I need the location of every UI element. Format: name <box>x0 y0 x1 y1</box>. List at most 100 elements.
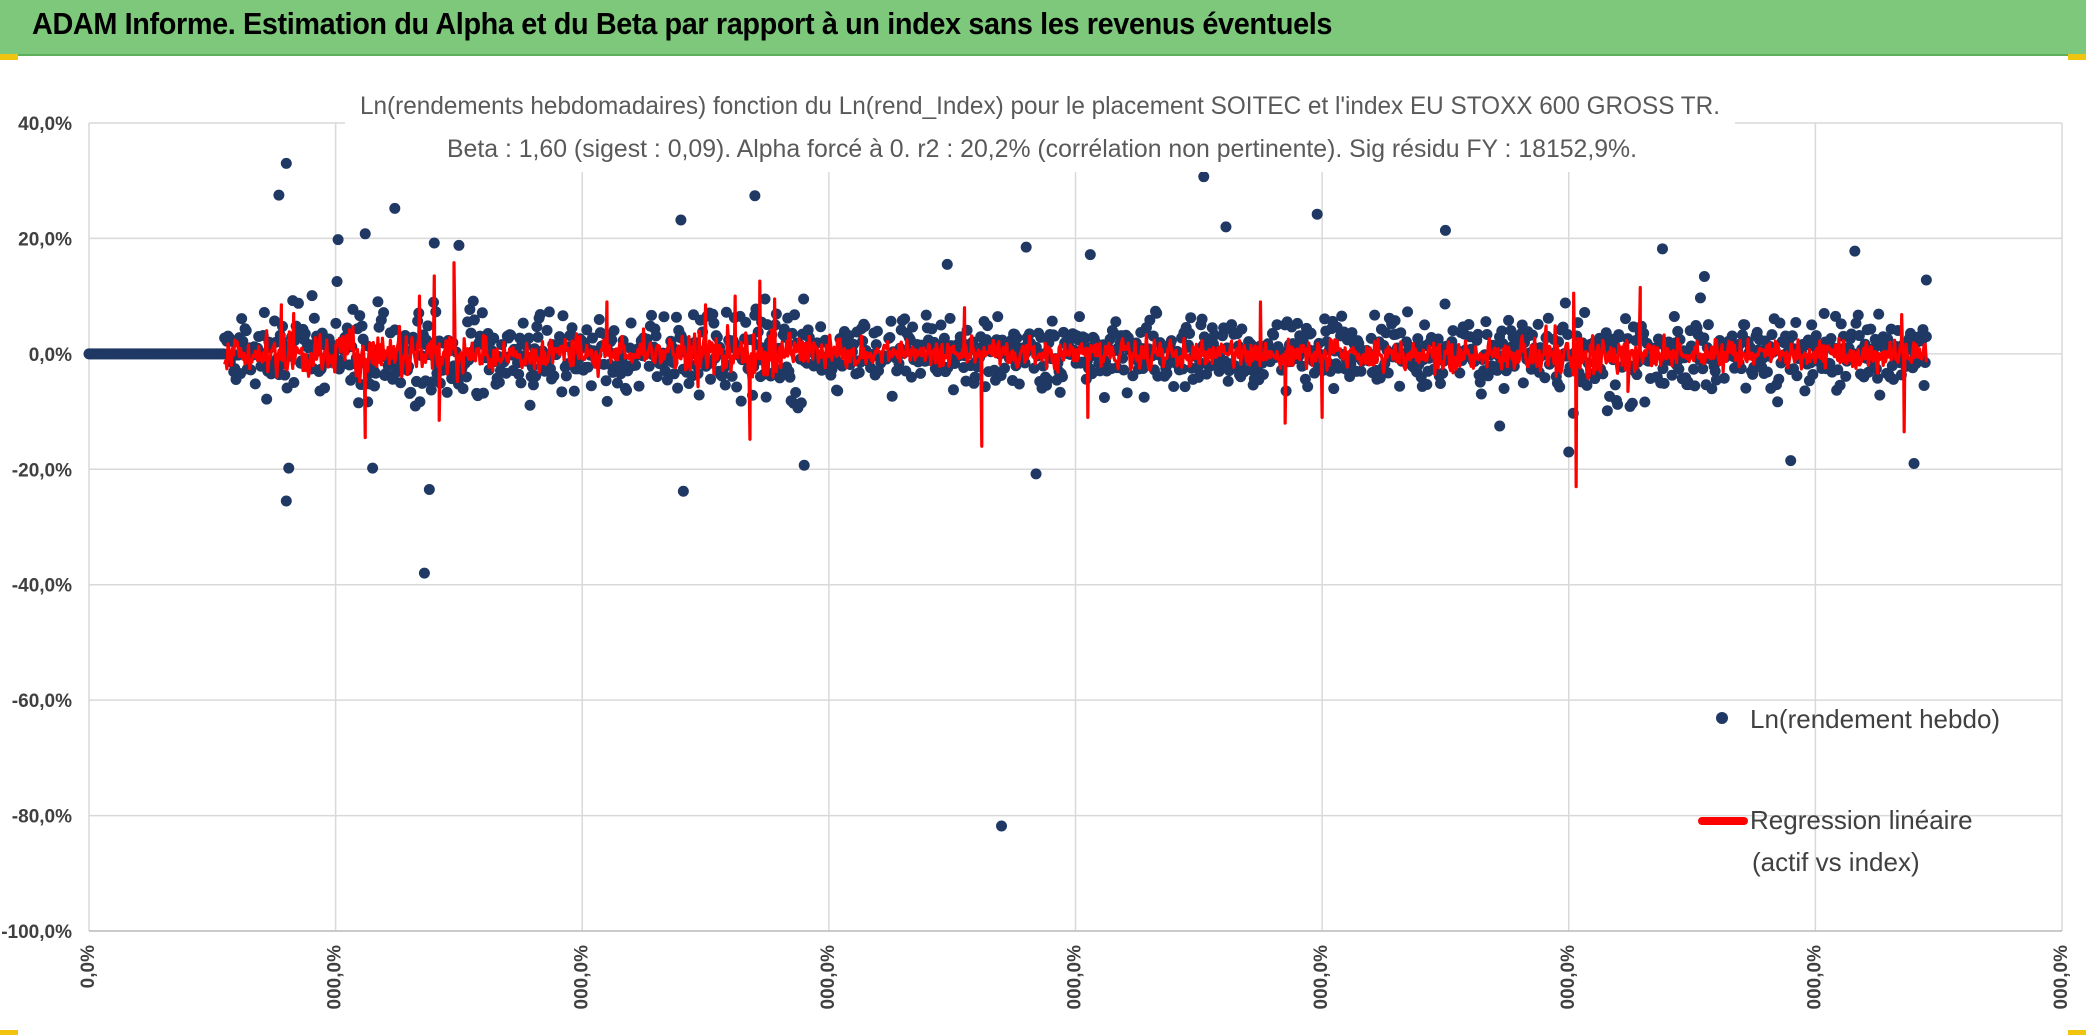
data-point <box>1818 307 1830 319</box>
x-tick-label: 000,0% <box>1804 945 1825 1010</box>
data-point <box>789 309 801 321</box>
data-point <box>1394 380 1406 392</box>
data-point <box>515 377 527 389</box>
data-point <box>273 189 285 201</box>
data-point <box>464 303 476 315</box>
data-point <box>941 258 953 270</box>
data-point <box>870 339 882 351</box>
x-axis-ticks: 0,0% 000,0% 000,0% 000,0% 000,0% 000,0% 000,0%… <box>78 945 2072 1010</box>
data-point <box>1369 309 1381 321</box>
data-point <box>947 384 959 396</box>
data-point <box>1198 171 1210 183</box>
regression-line <box>223 261 1928 489</box>
data-point <box>1011 332 1023 344</box>
data-point <box>1463 318 1475 330</box>
data-point <box>240 325 252 337</box>
data-point <box>548 370 560 382</box>
data-point <box>1832 364 1844 376</box>
data-point <box>1790 317 1802 329</box>
data-point <box>556 386 568 398</box>
data-point <box>236 313 248 325</box>
data-point <box>1179 381 1191 393</box>
corner-marker-top-left <box>0 54 18 60</box>
data-point <box>1918 380 1930 392</box>
data-point <box>999 362 1011 374</box>
data-point <box>1849 245 1861 257</box>
data-point <box>1048 330 1060 342</box>
data-point <box>915 367 927 379</box>
data-point <box>1834 379 1846 391</box>
data-point <box>1620 313 1632 325</box>
data-point <box>1305 327 1317 339</box>
data-point <box>465 327 477 339</box>
data-point <box>886 390 898 402</box>
data-point <box>658 311 670 323</box>
data-point <box>705 373 717 385</box>
data-point <box>601 395 613 407</box>
data-point <box>1626 397 1638 409</box>
chart-title: Ln(rendements hebdomadaires) fonction du… <box>345 84 1735 172</box>
data-point <box>992 311 1004 323</box>
data-point <box>1496 325 1508 337</box>
data-point <box>1786 330 1798 342</box>
data-point <box>675 214 687 226</box>
x-tick-label: 0,0% <box>78 945 99 988</box>
data-point <box>372 296 384 308</box>
data-point <box>621 384 633 396</box>
data-point <box>428 237 440 249</box>
data-point <box>1697 363 1709 375</box>
data-point <box>1346 327 1358 339</box>
data-point <box>1419 319 1431 331</box>
data-point <box>907 321 919 333</box>
data-point <box>1226 319 1238 331</box>
data-point <box>659 365 671 377</box>
regression-series <box>223 261 1928 489</box>
data-point <box>1439 224 1451 236</box>
data-point <box>1472 328 1484 340</box>
data-point <box>1028 362 1040 374</box>
legend-label-regression-line1: Regression linéaire <box>1750 805 1973 835</box>
data-point <box>1184 327 1196 339</box>
data-point <box>982 320 994 332</box>
data-point <box>1355 365 1367 377</box>
corner-marker-bottom-right <box>2068 1030 2086 1035</box>
data-point <box>523 332 535 344</box>
data-point <box>283 462 295 474</box>
data-point <box>557 310 569 322</box>
data-point <box>568 385 580 397</box>
data-point <box>1421 379 1433 391</box>
data-point <box>1774 317 1786 329</box>
data-point <box>1291 317 1303 329</box>
data-point <box>1328 383 1340 395</box>
data-point <box>1806 319 1818 331</box>
data-point <box>719 379 731 391</box>
y-tick-label: -100,0% <box>1 922 72 943</box>
data-point <box>1709 365 1721 377</box>
data-point <box>1110 316 1122 328</box>
data-point <box>798 293 810 305</box>
data-point <box>1726 330 1738 342</box>
data-point <box>1689 380 1701 392</box>
data-point <box>1835 318 1847 330</box>
data-point <box>370 367 382 379</box>
data-point <box>1517 377 1529 389</box>
data-point <box>905 371 917 383</box>
data-point <box>1873 308 1885 320</box>
data-point <box>670 311 682 323</box>
data-point <box>543 306 555 318</box>
data-point <box>672 382 684 394</box>
data-point <box>405 386 417 398</box>
data-point <box>708 317 720 329</box>
data-point <box>1271 319 1283 331</box>
y-axis-ticks: 40,0% 20,0% 0,0% -20,0% -40,0% -60,0% -80,0% -1… <box>1 114 72 943</box>
data-point <box>585 380 597 392</box>
data-point <box>1138 391 1150 403</box>
data-point <box>1030 468 1042 480</box>
data-point <box>1480 316 1492 328</box>
data-point <box>1161 367 1173 379</box>
data-point <box>353 397 365 409</box>
data-point <box>1559 297 1571 309</box>
data-point <box>1609 379 1621 391</box>
data-point <box>1702 319 1714 331</box>
